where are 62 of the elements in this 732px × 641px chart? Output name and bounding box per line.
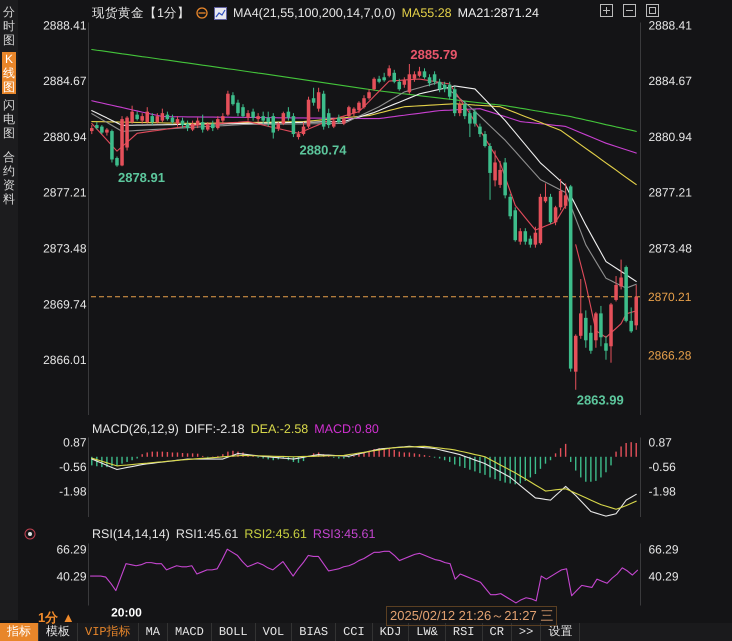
y-tick-label: 66.29 [56,542,87,556]
y2-tick-label: 2888.41 [648,18,692,32]
text: KDJ [372,623,410,641]
annotation: 2878.91 [118,170,165,185]
text: LW& [409,623,446,641]
ref-line-label: 2870.21 [648,290,692,304]
y2-tick-label: -1.98 [648,484,676,498]
chart-title: MACD(26,12,9) [92,422,179,436]
annotation: 2885.79 [410,46,458,62]
y2-tick-label: 2884.67 [648,74,692,88]
text: RSI [446,623,482,641]
text: 设置 [541,623,580,641]
text: MA21:2871.24 [458,6,539,20]
text: BIAS [292,623,336,641]
text: 2025/02/12 21:26～21:27 三 [386,606,558,626]
series-label: DEA:-2.58 [250,422,308,436]
text: 分时图 [2,5,16,47]
chart-title: 现货黄金【1分】 [92,4,190,22]
text: CCI [336,623,373,641]
y-tick-label: 2873.48 [43,241,87,256]
legend-label: RSI1:45.61 [176,527,238,541]
text: VIP指标 [78,623,139,641]
y2-tick-label: 40.29 [648,569,679,584]
y-tick-label: 2866.01 [43,353,87,368]
series-label: MACD:0.80 [314,422,379,436]
text: 合约资料 [2,150,16,206]
chart-title: RSI(14,14,14) [92,527,170,541]
series-label: RSI3:45.61 [312,527,376,541]
y-tick-label: 2869.74 [43,297,87,312]
y-tick-label: 2880.94 [43,130,87,144]
y2-tick-label: 2880.94 [648,130,692,144]
annotation: 2863.99 [576,392,624,408]
y-tick-label: 2888.41 [43,18,87,32]
y2-tick-label: 2877.21 [648,186,692,200]
series-label: DIFF:-2.18 [184,422,245,436]
text: K线图 [2,52,16,94]
y-tick-label: 40.29 [56,569,87,584]
y-tick-label: -0.56 [59,460,87,474]
text: 闪电图 [2,98,16,140]
y2-tick-label: 66.29 [648,542,679,556]
chart-subtitle: MA4(21,55,100,200,14,7,0,0) [232,6,396,20]
text: MA55:28 [402,6,452,20]
annotation: 2880.74 [299,142,348,158]
text: BOLL [212,623,256,641]
y2-tick-label: -0.56 [648,460,676,474]
text: 指标 [0,623,39,641]
text: 1分 ▲ [38,609,75,625]
text: MACD [168,623,212,641]
text: 2866.28 [648,348,692,363]
text: MA [138,623,168,641]
text: VOL [256,623,292,641]
legend-label: RSI2:45.61 [244,527,307,541]
y-tick-label: 0.87 [63,435,87,450]
y-tick-label: 2877.21 [43,186,87,200]
y-tick-label: -1.98 [59,484,87,498]
y-tick-label: 2884.67 [43,74,87,88]
text: 模板 [39,623,78,641]
y2-tick-label: 2873.48 [648,241,692,256]
y2-tick-label: 0.87 [648,435,672,450]
x-tick-label: 20:00 [111,606,142,620]
text: CR [482,623,512,641]
text: >> [512,623,542,641]
